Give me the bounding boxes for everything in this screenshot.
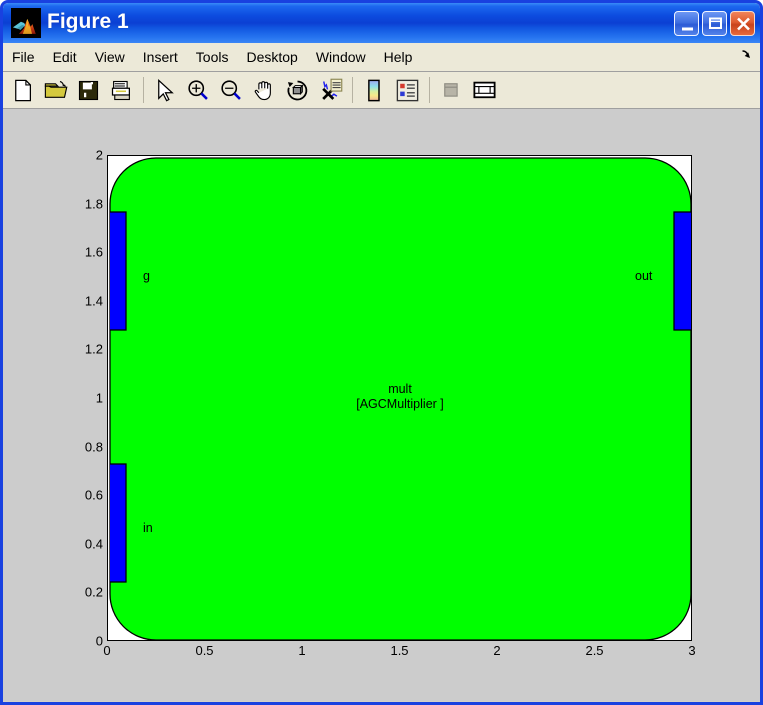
svg-text:out: out bbox=[635, 269, 653, 283]
svg-text:mult: mult bbox=[388, 382, 412, 396]
svg-text:in: in bbox=[143, 521, 153, 535]
svg-text:g: g bbox=[143, 269, 150, 283]
svg-text:[AGCMultiplier ]: [AGCMultiplier ] bbox=[356, 397, 444, 411]
